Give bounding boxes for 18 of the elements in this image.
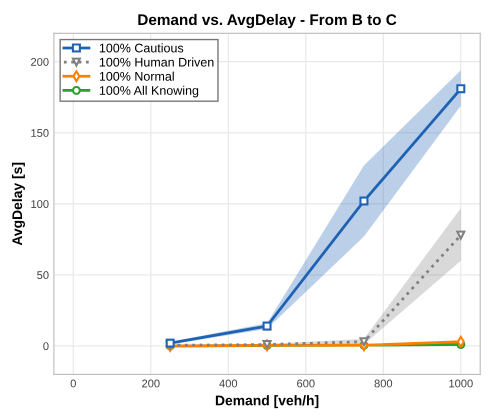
x-tick-label: 400 <box>219 380 238 388</box>
x-tick-label: 600 <box>297 380 315 388</box>
y-axis-title: AvgDelay [s] <box>12 162 25 246</box>
x-tick-label: 200 <box>142 380 160 388</box>
x-tick-label: 0 <box>70 380 76 388</box>
x-axis-title: Demand [veh/h] <box>216 395 318 408</box>
chart-title: Demand vs. AvgDelay - From B to C <box>138 14 396 28</box>
y-tick-label: 50 <box>37 271 49 280</box>
y-tick-label: 0 <box>43 342 49 350</box>
y-tick-label: 100 <box>31 200 49 208</box>
y-tick-label: 150 <box>31 129 49 137</box>
x-tick-label: 1000 <box>449 380 473 388</box>
legend-label: 100% Human Driven <box>100 57 214 67</box>
y-tick-label: 200 <box>31 58 49 66</box>
legend-label: 100% Normal <box>100 72 174 81</box>
legend-label: 100% Cautious <box>100 43 184 52</box>
x-tick-label: 800 <box>374 380 392 388</box>
legend-label: 100% All Knowing <box>100 86 198 98</box>
